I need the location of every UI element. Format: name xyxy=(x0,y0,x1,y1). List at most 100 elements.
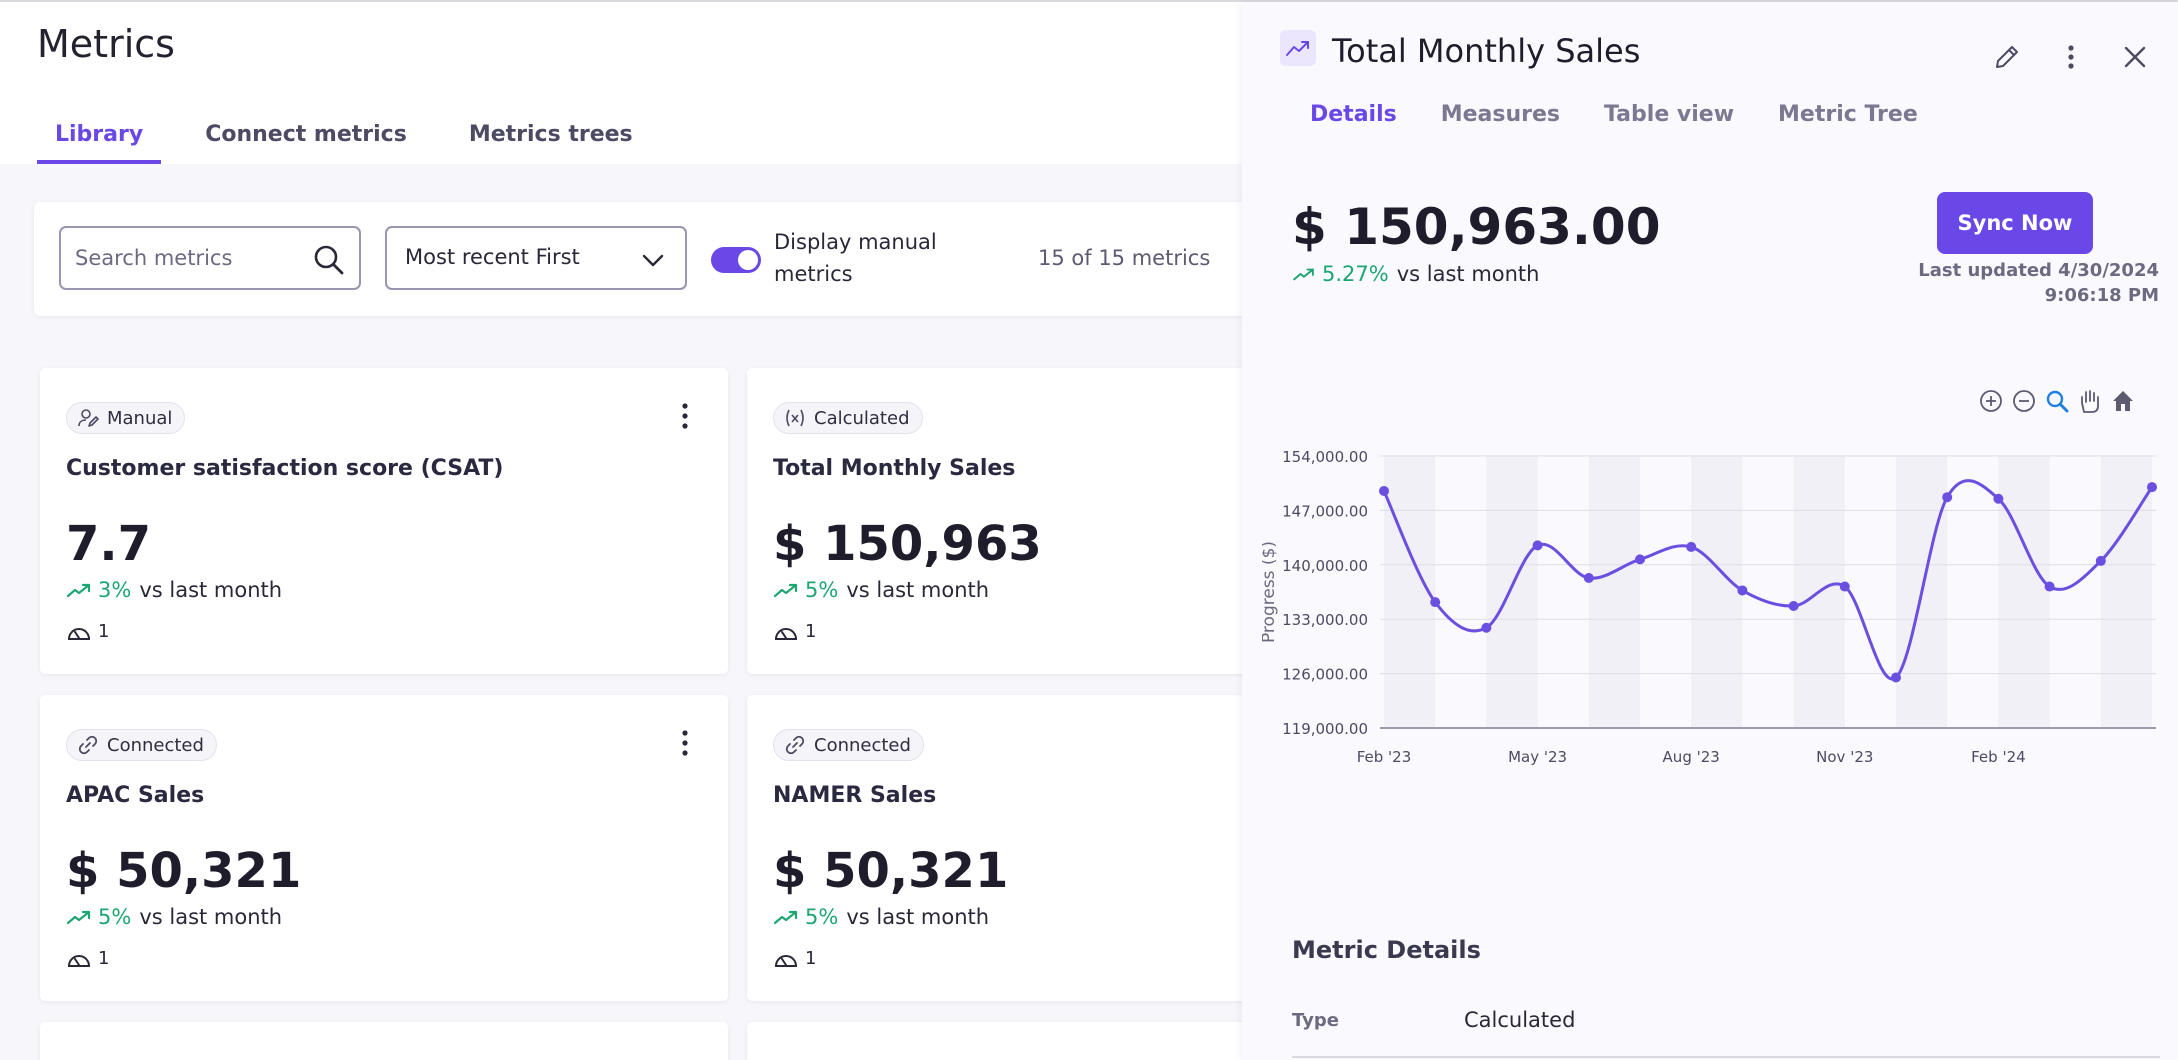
close-icon[interactable] xyxy=(2118,40,2152,74)
chart-band xyxy=(1486,456,1538,728)
card-footer: 1 xyxy=(773,947,816,969)
tab-metrics-trees[interactable]: Metrics trees xyxy=(468,122,633,147)
card-title: Customer satisfaction score (CSAT) xyxy=(66,456,504,481)
search-box[interactable] xyxy=(59,226,361,290)
badge-connected: Connected xyxy=(66,729,217,761)
chart-data-point xyxy=(1583,573,1594,584)
library-tabs: Library Connect metrics Metrics trees xyxy=(37,114,677,164)
chart-data-point xyxy=(1532,540,1543,551)
card-value: $ 50,321 xyxy=(66,843,302,899)
chart-data-point xyxy=(1430,597,1441,608)
progress-line-chart: 119,000.00 126,000.00 133,000.00 140,000.00… xyxy=(1262,448,2157,766)
chart-data-point xyxy=(1686,541,1697,552)
metric-card[interactable]: Connected NAMER Sales $ 50,321 5% vs las… xyxy=(747,695,1242,1001)
card-title: APAC Sales xyxy=(66,783,205,808)
sort-select-value: Most recent First xyxy=(405,245,580,269)
chart-y-tick-label: 133,000.00 xyxy=(1282,611,1368,629)
tab-details[interactable]: Details xyxy=(1310,102,1397,127)
last-updated-date: Last updated 4/30/2024 xyxy=(1918,260,2159,281)
chart-data-point xyxy=(2044,581,2055,592)
link-icon xyxy=(785,735,805,755)
metric-card-partial[interactable] xyxy=(747,1022,1242,1060)
gauge-icon xyxy=(67,628,91,640)
metric-type-icon-box xyxy=(1280,30,1316,66)
chart-x-tick-label: Aug '23 xyxy=(1663,748,1720,766)
formula-icon xyxy=(786,409,804,427)
kebab-icon[interactable] xyxy=(680,402,690,430)
page-title: Metrics xyxy=(37,22,175,66)
chart-band xyxy=(1588,456,1640,728)
last-updated-time: 9:06:18 PM xyxy=(2044,285,2159,306)
chart-x-tick-label: Feb '24 xyxy=(1971,748,2026,766)
badge-manual: Manual xyxy=(66,402,186,434)
chart-y-tick-label: 126,000.00 xyxy=(1282,666,1368,684)
type-value: Calculated xyxy=(1464,1008,1576,1032)
details-divider xyxy=(1292,1056,2160,1058)
zoom-select-icon[interactable] xyxy=(2044,388,2070,414)
tab-table-view[interactable]: Table view xyxy=(1604,102,1735,127)
chart-data-point xyxy=(1839,581,1850,592)
trend-up-icon xyxy=(66,910,91,925)
tab-metric-tree[interactable]: Metric Tree xyxy=(1778,102,1918,127)
chart-x-tick-label: May '23 xyxy=(1508,748,1567,766)
card-title: NAMER Sales xyxy=(773,783,937,808)
home-icon[interactable] xyxy=(2110,388,2136,414)
metric-card-partial[interactable] xyxy=(40,1022,728,1060)
search-icon[interactable] xyxy=(311,242,347,278)
metric-card[interactable]: Connected APAC Sales $ 50,321 5% vs last… xyxy=(40,695,728,1001)
chart-toolbar xyxy=(1978,388,2143,414)
search-input[interactable] xyxy=(75,242,305,274)
chart-y-axis-label: Progress ($) xyxy=(1262,541,1279,643)
metric-card[interactable]: Calculated Total Monthly Sales $ 150,963… xyxy=(747,368,1242,674)
card-trend: 3% vs last month xyxy=(66,578,282,602)
trend-text: vs last month xyxy=(846,905,990,929)
trend-text: vs last month xyxy=(139,578,283,602)
kebab-icon[interactable] xyxy=(680,729,690,757)
edit-icon[interactable] xyxy=(1990,40,2024,74)
card-footer: 1 xyxy=(66,947,109,969)
kebab-icon[interactable] xyxy=(2054,40,2088,74)
detail-value: $ 150,963.00 xyxy=(1292,198,1661,256)
card-trend: 5% vs last month xyxy=(773,905,989,929)
card-trend: 5% vs last month xyxy=(773,578,989,602)
sort-select[interactable]: Most recent First xyxy=(385,226,687,290)
badge-label: Connected xyxy=(814,734,911,756)
chart-data-point xyxy=(1993,493,2004,504)
pan-icon[interactable] xyxy=(2077,388,2103,414)
chart-data-point xyxy=(1891,672,1901,683)
chart-band xyxy=(1691,456,1743,728)
card-value: $ 150,963 xyxy=(773,516,1042,572)
detail-trend: 5.27% vs last month xyxy=(1292,262,1539,286)
trend-up-icon xyxy=(1293,268,1314,281)
zoom-in-icon[interactable] xyxy=(1978,388,2004,414)
window-top-border xyxy=(0,0,2178,2)
manual-metrics-toggle-label: Display manual metrics xyxy=(774,230,937,286)
detail-tabs: Details Measures Table view Metric Tree xyxy=(1310,102,1962,127)
chart-data-point xyxy=(1788,600,1799,611)
chart-y-tick-label: 140,000.00 xyxy=(1282,557,1368,575)
type-label: Type xyxy=(1292,1010,1339,1031)
sync-now-button[interactable]: Sync Now xyxy=(1937,192,2093,254)
chart-data-point xyxy=(1379,485,1389,496)
footer-count: 1 xyxy=(805,947,817,969)
trend-text: vs last month xyxy=(1396,262,1540,286)
card-trend: 5% vs last month xyxy=(66,905,282,929)
badge-calculated: Calculated xyxy=(773,402,923,434)
trend-up-icon xyxy=(1286,41,1309,56)
chart-x-tick-label: Nov '23 xyxy=(1816,748,1873,766)
tab-connect-metrics[interactable]: Connect metrics xyxy=(205,122,407,147)
zoom-out-icon[interactable] xyxy=(2011,388,2037,414)
metric-card[interactable]: Manual Customer satisfaction score (CSAT… xyxy=(40,368,728,674)
card-footer: 1 xyxy=(773,620,816,642)
footer-count: 1 xyxy=(98,620,110,642)
trend-percent: 5% xyxy=(805,578,839,602)
badge-connected: Connected xyxy=(773,729,924,761)
manual-icon xyxy=(78,409,99,427)
trend-percent: 5% xyxy=(98,905,132,929)
tab-library[interactable]: Library xyxy=(37,114,162,164)
manual-metrics-toggle[interactable] xyxy=(711,247,761,273)
card-footer: 1 xyxy=(66,620,109,642)
card-value: 7.7 xyxy=(66,516,152,572)
metric-detail-panel: Total Monthly Sales Details Measures Tab… xyxy=(1242,2,2178,1060)
tab-measures[interactable]: Measures xyxy=(1440,102,1561,127)
